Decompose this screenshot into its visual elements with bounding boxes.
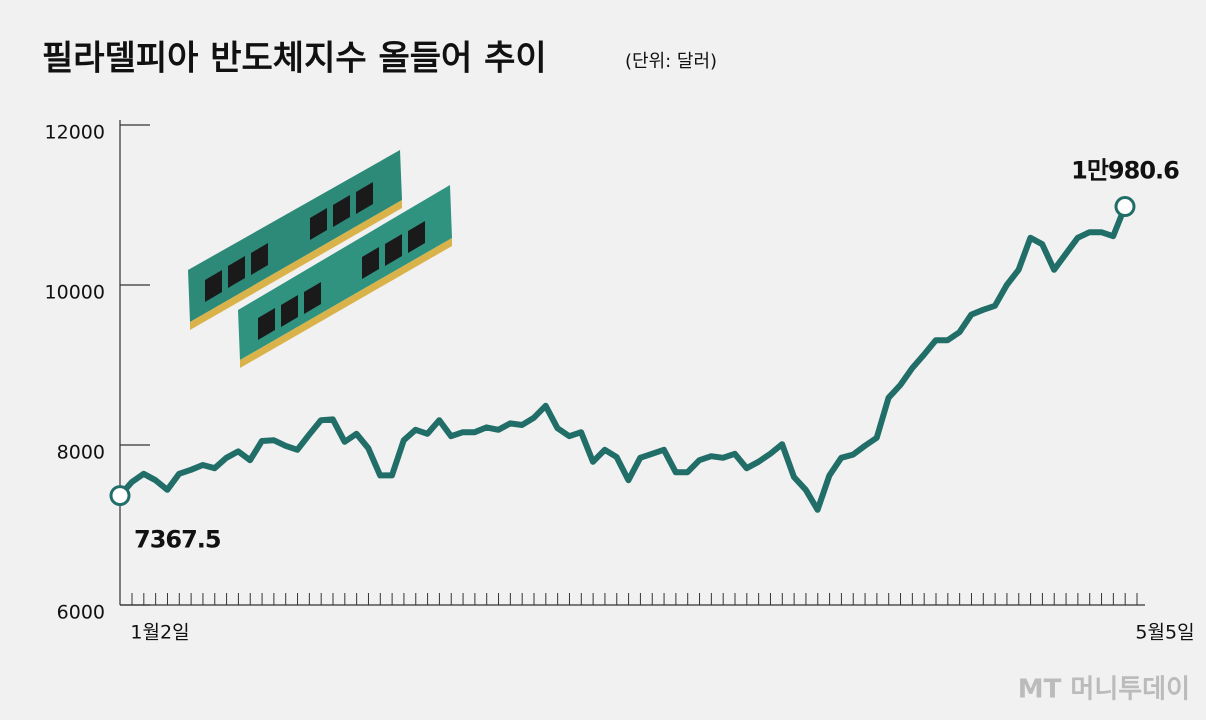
y-tick-label: 6000 bbox=[57, 602, 105, 624]
x-tick-label: 5월5일 bbox=[1135, 622, 1194, 644]
ram-illustration bbox=[188, 150, 452, 368]
watermark: MT 머니투데이 bbox=[1018, 675, 1190, 705]
y-tick-label: 8000 bbox=[57, 442, 105, 464]
chart-subtitle: (단위: 달러) bbox=[625, 51, 717, 72]
chart-title: 필라델피아 반도체지수 올들어 추이 bbox=[42, 39, 547, 79]
point-marker bbox=[1114, 196, 1136, 218]
series-line bbox=[117, 205, 1128, 513]
x-tick-label: 1월2일 bbox=[130, 622, 189, 644]
point-marker bbox=[109, 485, 131, 507]
data-label: 7367.5 bbox=[134, 526, 221, 554]
data-label: 1만980.6 bbox=[1071, 157, 1179, 185]
y-tick-label: 12000 bbox=[45, 122, 105, 144]
y-tick-label: 10000 bbox=[45, 282, 105, 304]
